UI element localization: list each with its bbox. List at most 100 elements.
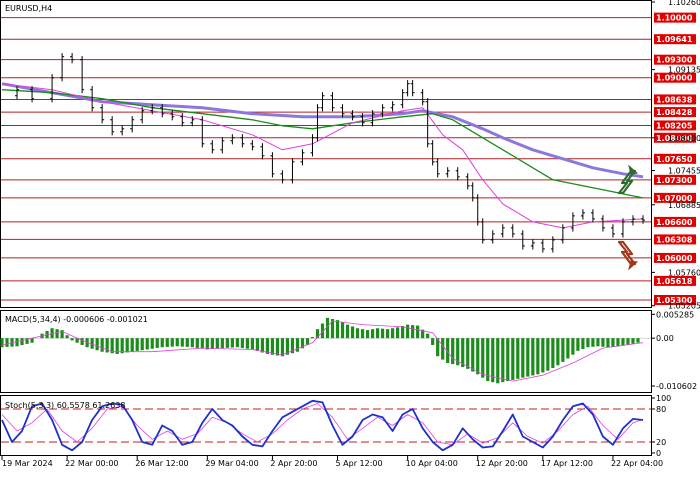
macd-bar-94 (471, 338, 475, 372)
macd-bar-116 (581, 338, 585, 350)
macd-bar-89 (446, 338, 450, 364)
time-tick-label-9: 22 Apr 04:00 (611, 459, 663, 468)
level-label-13: 1.06000 (656, 254, 693, 263)
macd-bar-73 (365, 330, 370, 339)
level-label-14: 1.05618 (656, 277, 693, 286)
macd-bar-18 (90, 338, 94, 349)
macd-bar-62 (310, 337, 315, 339)
macd-bar-101 (506, 338, 510, 382)
macd-bar-107 (536, 338, 540, 375)
macd-bar-28 (140, 338, 144, 351)
macd-bar-40 (200, 338, 204, 349)
macd-bar-122 (611, 338, 615, 347)
level-label-0: 1.10000 (656, 14, 693, 23)
level-label-4: 1.08638 (656, 95, 693, 104)
time-tick-label-5: 5 Apr 12:00 (336, 459, 383, 468)
macd-bar-66 (330, 318, 335, 339)
price-tick-label-1: 1.09135 (668, 66, 700, 75)
macd-bar-71 (355, 328, 360, 339)
level-label-8: 1.07650 (656, 155, 693, 164)
macd-bar-24 (120, 338, 124, 354)
level-label-2: 1.09300 (656, 56, 693, 65)
macd-bar-45 (225, 338, 229, 348)
level-box-11 (654, 216, 696, 227)
macd-tick-label-2: -0.010602 (656, 382, 697, 391)
stoch-tick-label-0: 100 (656, 394, 671, 403)
main-series-layer (1, 53, 645, 253)
level-box-15 (654, 294, 696, 305)
level-box-13 (654, 252, 696, 263)
level-label-1: 1.09641 (656, 35, 693, 44)
macd-bar-109 (546, 338, 550, 371)
macd-bar-82 (411, 325, 415, 339)
level-label-7: 1.08000 (656, 134, 693, 143)
macd-bar-95 (476, 338, 480, 375)
macd-bar-111 (556, 338, 560, 366)
macd-bar-61 (305, 338, 310, 345)
macd-bar-41 (205, 338, 209, 350)
macd-bar-104 (521, 338, 525, 378)
macd-bar-87 (436, 338, 440, 357)
macd-bar-77 (385, 329, 390, 339)
macd-bar-86 (431, 338, 435, 345)
macd-bar-50 (250, 338, 254, 350)
macd-bar-65 (325, 317, 330, 339)
macd-bar-67 (335, 320, 340, 339)
macd-bar-97 (486, 338, 490, 382)
time-tick-label-6: 10 Apr 04:00 (406, 459, 458, 468)
macd-bar-0 (0, 338, 4, 348)
macd-title: MACD(5,34,4) -0.000606 -0.001021 (5, 315, 148, 324)
price-tick-label-2: 1.08000 (668, 134, 700, 143)
macd-bar-3 (15, 338, 19, 347)
macd-bar-51 (255, 338, 259, 351)
macd-bar-20 (100, 338, 104, 352)
macd-bar-96 (481, 338, 485, 378)
macd-bar-6 (30, 338, 34, 343)
macd-bar-114 (571, 338, 575, 355)
price-tick-label-4: 1.06885 (668, 201, 700, 210)
macd-bar-53 (265, 338, 270, 354)
level-label-5: 1.08428 (656, 108, 693, 117)
level-label-12: 1.06308 (656, 235, 693, 244)
time-tick-label-3: 29 Mar 04:00 (205, 459, 258, 468)
macd-bar-34 (170, 338, 174, 347)
macd-bar-125 (626, 338, 630, 345)
macd-bar-100 (501, 338, 505, 383)
macd-bar-120 (601, 338, 605, 347)
macd-tick-label-1: 0.00 (656, 334, 674, 343)
price-tick-label-5: 1.05760 (668, 268, 700, 277)
macd-bar-52 (260, 338, 265, 353)
macd-bar-15 (75, 338, 79, 343)
stoch-pane (0, 395, 652, 456)
macd-bar-112 (561, 338, 565, 362)
macd-tick-label-0: 0.005285 (656, 310, 694, 319)
macd-bar-13 (65, 335, 69, 339)
macd-bar-26 (130, 338, 134, 352)
level-box-0 (654, 12, 696, 23)
macd-bar-63 (315, 329, 320, 339)
macd-bar-32 (160, 338, 164, 348)
level-label-11: 1.06600 (656, 218, 693, 227)
macd-bar-124 (621, 338, 625, 346)
macd-layer (0, 317, 651, 384)
macd-bar-119 (596, 338, 600, 347)
macd-bar-64 (320, 323, 325, 339)
macd-bar-105 (526, 338, 530, 377)
macd-bar-44 (220, 338, 224, 349)
macd-bar-29 (145, 338, 149, 350)
macd-bar-36 (180, 338, 184, 347)
macd-bar-75 (375, 328, 380, 339)
macd-bar-106 (531, 338, 535, 376)
macd-bar-78 (391, 328, 395, 339)
macd-bar-47 (235, 338, 239, 348)
macd-bar-27 (135, 338, 139, 351)
stoch-tick-label-1: 80 (656, 405, 666, 414)
macd-bar-31 (155, 338, 159, 348)
level-box-3 (654, 72, 696, 83)
levels-layer (1, 17, 651, 301)
macd-bar-48 (240, 338, 244, 348)
macd-bar-117 (586, 338, 590, 348)
level-box-12 (654, 234, 696, 245)
macd-bar-49 (245, 338, 249, 349)
macd-bar-12 (60, 330, 64, 339)
